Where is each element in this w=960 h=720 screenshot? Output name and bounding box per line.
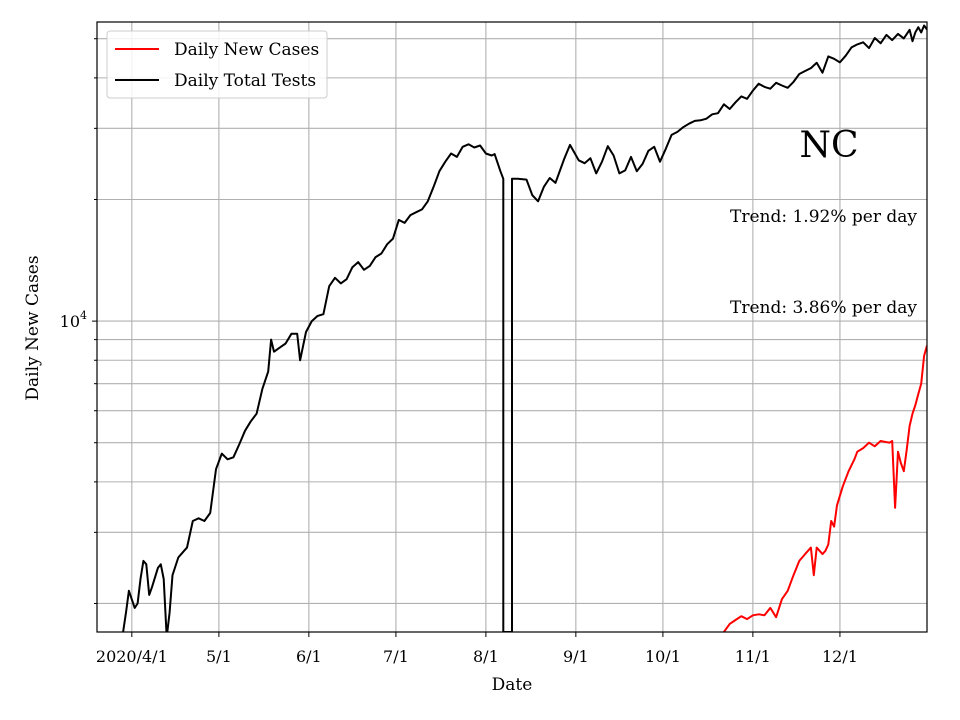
x-tick-label: 6/1 bbox=[296, 647, 322, 666]
region-label: NC bbox=[799, 125, 858, 166]
series-line-daily-total-tests bbox=[122, 24, 927, 632]
x-tick-label: 11/1 bbox=[735, 647, 771, 666]
legend-label-daily-new-cases: Daily New Cases bbox=[174, 40, 319, 60]
trend-annotation-1: Trend: 1.92% per day bbox=[730, 207, 917, 227]
x-tick-label: 9/1 bbox=[563, 647, 589, 666]
ticks: 2020/4/1 5/1 6/1 7/1 8/1 9/1 10/1 11/1 12/1 104 bbox=[60, 38, 858, 666]
x-tick-label: 7/1 bbox=[383, 647, 409, 666]
x-tick-label: 5/1 bbox=[206, 647, 232, 666]
trend-annotation-2: Trend: 3.86% per day bbox=[730, 298, 917, 318]
x-tick-label: 12/1 bbox=[822, 647, 858, 666]
legend-label-daily-total-tests: Daily Total Tests bbox=[174, 71, 316, 91]
y-axis-label: Daily New Cases bbox=[23, 255, 43, 400]
series-line-daily-new-cases bbox=[723, 345, 927, 632]
plot-frame bbox=[96, 21, 928, 633]
x-tick-label: 10/1 bbox=[645, 647, 681, 666]
x-tick-label: 8/1 bbox=[473, 647, 499, 666]
legend-box bbox=[106, 30, 328, 99]
x-axis-label: Date bbox=[492, 675, 533, 695]
legend: Daily New Cases Daily Total Tests bbox=[106, 30, 328, 99]
y-tick-label: 104 bbox=[60, 309, 87, 331]
x-tick-label: 2020/4/1 bbox=[96, 647, 168, 666]
series-layer bbox=[122, 24, 927, 632]
